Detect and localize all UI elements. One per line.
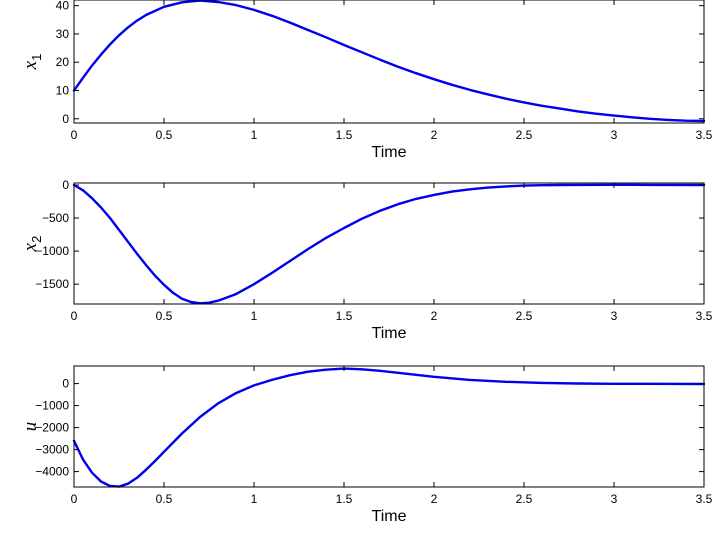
x-tick-label: 0.5 [156, 128, 173, 142]
axes-frame [73, 365, 705, 488]
x-tick-label: 0 [71, 309, 78, 323]
x-tick-label: 3.5 [696, 492, 713, 506]
y-tick-label: −1000 [35, 399, 69, 413]
x-tick-label: 2.5 [516, 492, 533, 506]
subplot-u: 0 0.5 1 1.5 2 2.5 3 3.5 −4000 −3000 −2000 −1000 0 Tim… [20, 365, 713, 525]
x-tick-label: 0.5 [156, 309, 173, 323]
y-tick-label: 0 [62, 178, 69, 192]
x-tick-label: 3 [611, 128, 618, 142]
x-tick-label: 2 [431, 128, 438, 142]
x-tick-label: 1.5 [336, 492, 353, 506]
y-tick-label: −1500 [35, 277, 69, 291]
x-tick-label: 3.5 [696, 128, 713, 142]
y-axis-label: x2 [20, 236, 44, 253]
series-line-1 [72, 183, 706, 305]
y-tick-label: 40 [56, 0, 70, 13]
y-tick-label: −3000 [35, 443, 69, 457]
series-line-1 [72, 0, 706, 123]
y-tick-label: 0 [62, 112, 69, 126]
axes-frame [73, 182, 705, 305]
x-axis-label: Time [372, 325, 407, 342]
axes-frame [73, 0, 705, 124]
x-tick-label: 1 [251, 492, 258, 506]
x-axis-label: Time [372, 144, 407, 161]
y-tick-label: −1000 [35, 244, 69, 258]
y-tick-label: 10 [56, 83, 70, 97]
x-tick-label: 3.5 [696, 309, 713, 323]
subplot-x2: 0 0.5 1 1.5 2 2.5 3 3.5 −1500 −1000 −500 0 Time x2 [20, 178, 713, 342]
y-axis-label: x1 [20, 54, 44, 71]
x-tick-label: 0.5 [156, 492, 173, 506]
series-line-1 [72, 367, 706, 488]
y-axis-label: u [20, 422, 41, 432]
x-tick-label: 1 [251, 128, 258, 142]
x-tick-label: 2.5 [516, 309, 533, 323]
x-tick-label: 1 [251, 309, 258, 323]
x-tick-label: 0 [71, 492, 78, 506]
x-tick-label: 2 [431, 492, 438, 506]
y-tick-label: −4000 [35, 465, 69, 479]
y-tick-label: −500 [42, 211, 69, 225]
x-tick-label: 1.5 [336, 128, 353, 142]
x-axis-label: Time [372, 508, 407, 525]
x-tick-label: 3 [611, 492, 618, 506]
y-tick-label: 20 [56, 55, 70, 69]
x-tick-label: 1.5 [336, 309, 353, 323]
y-tick-label: 0 [62, 377, 69, 391]
x-tick-label: 2 [431, 309, 438, 323]
subplot-x1: 0 0.5 1 1.5 2 2.5 3 3.5 0 10 20 30 40 Time x1 [20, 0, 713, 161]
x-tick-label: 3 [611, 309, 618, 323]
x-tick-label: 0 [71, 128, 78, 142]
x-tick-label: 2.5 [516, 128, 533, 142]
y-tick-label: 30 [56, 27, 70, 41]
y-tick-label: −2000 [35, 421, 69, 435]
